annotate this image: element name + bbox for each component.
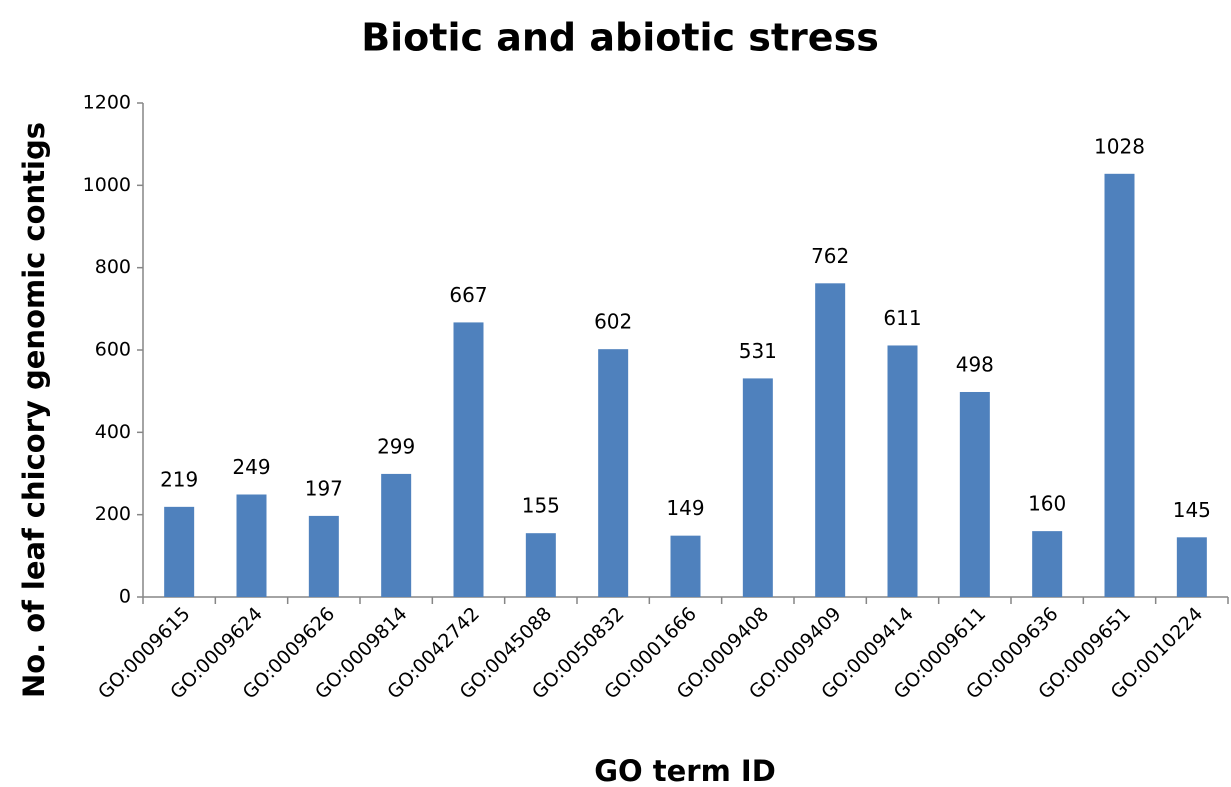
bar — [236, 494, 267, 597]
x-axis-title: GO term ID — [594, 754, 776, 787]
bar — [887, 345, 918, 597]
y-tick-label: 1200 — [83, 92, 131, 114]
y-axis-title: No. of leaf chicory genomic contigs — [17, 122, 51, 698]
y-tick-label: 0 — [119, 586, 131, 608]
bar — [308, 515, 339, 597]
bar — [164, 506, 195, 597]
bar — [670, 535, 701, 597]
bar — [742, 378, 773, 597]
bar — [453, 322, 484, 597]
data-label: 299 — [377, 434, 415, 458]
data-label: 155 — [522, 494, 560, 518]
bar — [1104, 173, 1135, 597]
data-label: 249 — [232, 455, 270, 479]
data-label: 149 — [666, 496, 704, 520]
data-label: 160 — [1028, 492, 1066, 516]
data-label: 667 — [449, 283, 487, 307]
y-tick-label: 800 — [95, 256, 131, 278]
data-label: 602 — [594, 310, 632, 334]
data-label: 531 — [739, 339, 777, 363]
bar — [1032, 531, 1063, 597]
data-label: 197 — [305, 476, 343, 500]
data-label: 611 — [883, 306, 921, 330]
y-tick-label: 600 — [95, 339, 131, 361]
bar — [1176, 537, 1207, 597]
bar — [381, 473, 412, 597]
bar — [959, 391, 990, 597]
data-label: 762 — [811, 244, 849, 268]
y-tick-label: 200 — [95, 503, 131, 525]
bar — [598, 349, 629, 597]
y-tick-label: 400 — [95, 421, 131, 443]
data-label: 1028 — [1094, 134, 1145, 158]
data-label: 145 — [1173, 498, 1211, 522]
y-tick-label: 1000 — [83, 174, 131, 196]
bar — [525, 533, 556, 597]
chart-title: Biotic and abiotic stress — [361, 16, 879, 60]
data-label: 219 — [160, 467, 198, 491]
bar — [815, 283, 846, 597]
data-label: 498 — [956, 352, 994, 376]
